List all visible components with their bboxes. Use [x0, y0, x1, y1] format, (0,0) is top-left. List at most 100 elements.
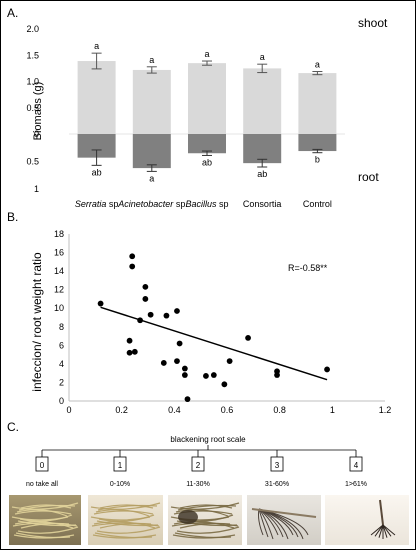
panel-b-x-tick-label: 0 — [66, 405, 71, 415]
scale-score: 4 — [354, 461, 359, 470]
root-significance-letter: ab — [202, 157, 212, 167]
panel-b-y-axis-label: infeccion/ root weight ratio — [30, 252, 44, 392]
panel-b-points — [97, 253, 330, 403]
shoot-label: shoot — [358, 16, 388, 30]
root-strand — [172, 534, 236, 539]
scale-tree: 0 no take all 1 0-10% 2 11-30% 3 31-60% 4 1>61% — [26, 445, 367, 488]
scatter-point — [174, 308, 180, 314]
scatter-point — [163, 312, 170, 319]
root-strand — [91, 522, 160, 527]
scatter-point — [137, 317, 144, 324]
root-strand — [93, 510, 154, 515]
root-strand — [94, 532, 153, 539]
root-strand — [90, 516, 151, 521]
scale-score: 1 — [118, 461, 123, 470]
category-label: Consortia — [243, 199, 282, 209]
root-photo — [247, 495, 321, 545]
scatter-point — [142, 296, 149, 302]
root-strand — [93, 521, 156, 529]
root-strand — [176, 526, 240, 534]
trendline — [100, 306, 328, 381]
scatter-point — [245, 335, 251, 341]
root-significance-letter: ab — [92, 167, 102, 177]
scatter-point — [126, 337, 133, 344]
root-strand — [175, 509, 229, 517]
root-photos — [9, 495, 409, 545]
panel-c-label: C. — [7, 420, 19, 434]
root-strand — [14, 510, 72, 515]
panel-b-y-tick-label: 8 — [59, 322, 64, 332]
root-strand — [179, 504, 233, 509]
scatter-point — [176, 340, 183, 347]
panel-b-x-tick-label: 1 — [330, 405, 335, 415]
panel-b-y-tick-label: 0 — [59, 396, 64, 406]
root-bar — [298, 134, 337, 152]
panel-b-x-tick-label: 0.4 — [168, 405, 181, 415]
root-strand — [98, 514, 155, 522]
category-label: Bacillus sp — [185, 199, 228, 209]
root-strand — [90, 502, 161, 510]
root-strand — [173, 521, 235, 529]
scale-level-label: 31-60% — [265, 481, 289, 488]
root-strand — [177, 504, 237, 511]
shoot-significance-letter: a — [204, 49, 209, 59]
scatter-point — [131, 348, 138, 355]
root-strand — [170, 502, 240, 510]
scatter-point — [203, 373, 209, 379]
panel-b-trendline-group — [100, 306, 328, 381]
panel-b-x-tick-label: 1.2 — [379, 405, 392, 415]
shoot-y-tick-label: 0.5 — [26, 103, 39, 113]
shoot-bar — [188, 63, 226, 134]
scale-score: 2 — [196, 461, 201, 470]
panel-b-y-tick-label: 10 — [54, 303, 64, 313]
scatter-point — [160, 360, 167, 366]
root-strand — [11, 502, 79, 510]
root-strand — [12, 522, 78, 527]
root-label: root — [358, 170, 379, 184]
root-strand — [173, 510, 233, 515]
shoot-bar — [77, 61, 116, 134]
root-significance-letter: b — [315, 155, 320, 165]
scale-level-label: 11-30% — [186, 481, 210, 488]
root-strand — [15, 532, 71, 539]
shoot-significance-letter: a — [260, 52, 265, 62]
shoot-y-tick-label: 0 — [34, 129, 39, 139]
scatter-point — [129, 263, 136, 270]
root-strand — [11, 516, 69, 521]
panel-a-y-axis-label: Biomass (g) — [32, 82, 44, 141]
shoot-significance-letter: a — [94, 41, 99, 51]
root-y-tick-label: 1 — [34, 184, 39, 194]
stem — [379, 499, 384, 526]
root-strand — [378, 524, 384, 538]
scatter-point — [226, 358, 233, 365]
scatter-point — [181, 365, 188, 372]
root-photo — [325, 495, 409, 545]
panel-b-x-tick-label: 0.8 — [273, 405, 286, 415]
root-bar — [77, 134, 116, 158]
scatter-point — [221, 381, 228, 388]
root-significance-letter: ab — [257, 169, 267, 179]
panel-b-y-tick-label: 2 — [59, 377, 64, 387]
root-strand — [258, 508, 264, 536]
root-bar — [132, 134, 171, 169]
root-strand — [18, 504, 76, 511]
root-strand — [382, 524, 392, 537]
panel-b-y-tick-label: 4 — [59, 359, 64, 369]
panel-a-y-ticks: 2.0 1.5 1.0 0.5 0 0.5 1 — [26, 24, 39, 194]
root-strand — [95, 509, 150, 517]
scatter-point — [181, 372, 188, 378]
root-y-tick-label: 0.5 — [26, 157, 39, 167]
root-strand — [20, 504, 72, 509]
shoot-bar — [132, 69, 171, 134]
category-label: Acinetobacter sp — [117, 199, 185, 209]
scale-title: blackening root scale — [170, 435, 246, 444]
scale-level-label: 0-10% — [110, 481, 130, 488]
root-strand — [382, 524, 388, 538]
scatter-point — [210, 372, 217, 378]
shoot-y-tick-label: 2.0 — [26, 24, 39, 34]
blackened-root-region — [178, 510, 198, 524]
scale-score-box — [113, 456, 127, 472]
